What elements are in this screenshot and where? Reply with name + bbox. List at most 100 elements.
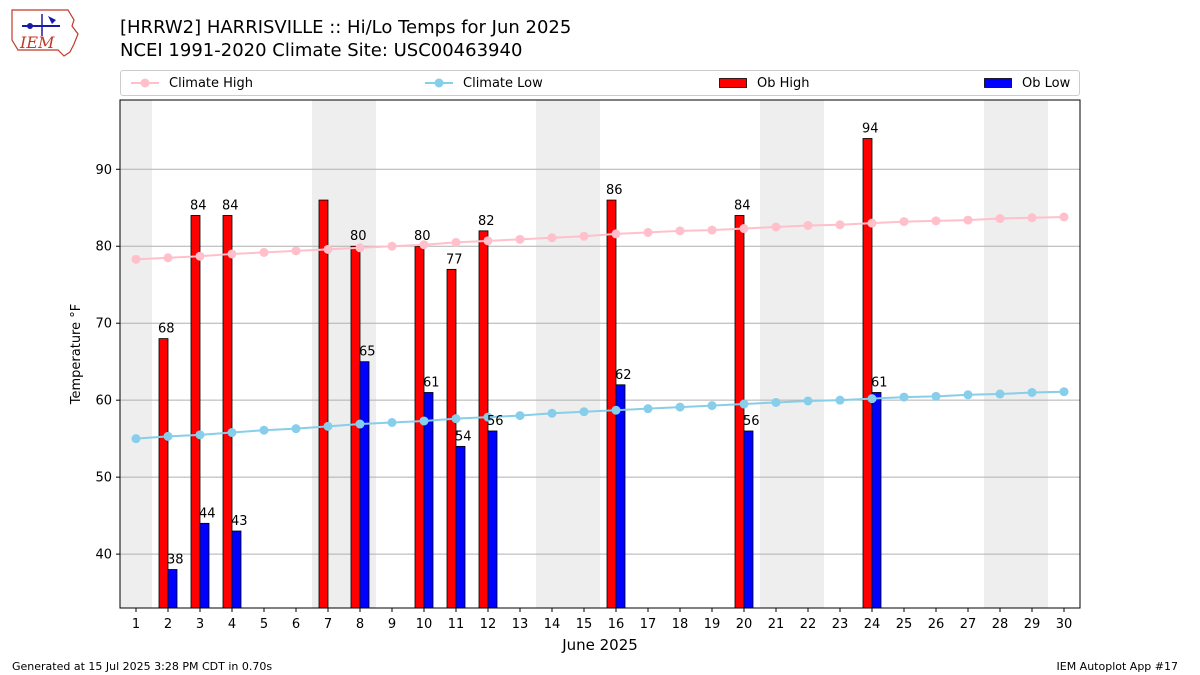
ob-high-data-label: 82 (478, 214, 495, 229)
climate-low-point (579, 407, 589, 417)
weekend-shade (760, 100, 824, 608)
x-tick-label: 4 (228, 617, 236, 632)
climate-low-point (1059, 387, 1069, 397)
y-tick-label: 80 (95, 240, 112, 255)
climate-high-point (995, 214, 1005, 224)
climate-high-point (515, 234, 525, 244)
climate-low-point (611, 405, 621, 415)
ob-low-data-label: 56 (743, 414, 760, 429)
ob-low-data-label: 61 (871, 375, 888, 390)
legend-item-climate-low: Climate Low (425, 71, 543, 95)
climate-low-point (963, 390, 973, 400)
climate-high-point (387, 241, 397, 251)
x-tick-label: 8 (356, 617, 364, 632)
x-tick-label: 21 (768, 617, 785, 632)
weekend-shade (536, 100, 600, 608)
climate-low-point (259, 425, 269, 435)
ob-high-bar (222, 215, 233, 609)
climate-high-point (707, 225, 717, 235)
climate-high-point (419, 240, 429, 250)
x-tick-label: 9 (388, 617, 396, 632)
ob-high-bar (606, 199, 617, 609)
x-tick-label: 16 (608, 617, 625, 632)
x-tick-label: 10 (416, 617, 433, 632)
x-tick-label: 3 (196, 617, 204, 632)
climate-low-point (995, 389, 1005, 399)
ob-high-bar (158, 338, 169, 609)
weekend-shade (120, 100, 152, 608)
x-tick-label: 12 (480, 617, 497, 632)
ob-low-bar (455, 445, 466, 609)
ob-low-bar (167, 569, 178, 609)
x-tick-label: 24 (864, 617, 881, 632)
climate-high-point (835, 220, 845, 230)
climate-low-point (643, 404, 653, 414)
ob-high-data-label: 80 (414, 229, 431, 244)
climate-high-point (867, 218, 877, 228)
ob-low-data-label: 62 (615, 368, 632, 383)
x-tick-label: 5 (260, 617, 268, 632)
ob-low-data-label: 54 (455, 429, 472, 444)
climate-low-point (227, 428, 237, 438)
climate-low-point (323, 421, 333, 431)
ob-low-data-label: 44 (199, 506, 216, 521)
climate-low-point (163, 431, 173, 441)
ob-high-data-label: 86 (606, 183, 623, 198)
ob-low-data-label: 56 (487, 414, 504, 429)
ob-low-data-label: 65 (359, 345, 376, 360)
climate-low-point (355, 419, 365, 429)
climate-low-point (675, 402, 685, 412)
climate-high-line (135, 215, 1065, 261)
climate-high-point (963, 215, 973, 225)
y-axis-label: Temperature °F (69, 304, 84, 405)
x-tick-label: 19 (704, 617, 721, 632)
climate-high-point (355, 243, 365, 253)
climate-low-line (135, 390, 1065, 440)
climate-high-point (771, 222, 781, 232)
legend-label-ob-high: Ob High (757, 75, 810, 91)
climate-high-point (931, 216, 941, 226)
ob-high-bar (414, 245, 425, 609)
climate-low-point (515, 411, 525, 421)
ob-high-data-label: 80 (350, 229, 367, 244)
climate-high-point (1027, 213, 1037, 223)
climate-high-point (163, 253, 173, 263)
x-axis-label: June 2025 (561, 636, 638, 654)
climate-low-point (1027, 387, 1037, 397)
x-tick-label: 26 (928, 617, 945, 632)
ob-high-data-label: 68 (158, 322, 175, 337)
ob-high-bar (734, 215, 745, 609)
legend-label-ob-low: Ob Low (1022, 75, 1071, 91)
climate-low-point (771, 397, 781, 407)
climate-low-point (803, 396, 813, 406)
x-tick-label: 25 (896, 617, 913, 632)
x-tick-label: 20 (736, 617, 753, 632)
iem-logo: IEM (8, 6, 80, 58)
x-tick-label: 2 (164, 617, 172, 632)
climate-low-point (131, 434, 141, 444)
weekend-shade (984, 100, 1048, 608)
climate-high-point (291, 246, 301, 256)
x-tick-label: 15 (576, 617, 593, 632)
ob-high-data-label: 94 (862, 121, 879, 136)
climate-high-point (803, 220, 813, 230)
ob-high-bar (190, 215, 201, 609)
ob-high-data-label: 84 (190, 198, 207, 213)
climate-low-point (387, 418, 397, 428)
legend-item-ob-high: Ob High (719, 71, 810, 95)
climate-low-point (867, 394, 877, 404)
climate-high-point (483, 236, 493, 246)
legend-label-climate-high: Climate High (169, 75, 254, 91)
x-tick-label: 6 (292, 617, 300, 632)
x-tick-label: 18 (672, 617, 689, 632)
chart-title: [HRRW2] HARRISVILLE :: Hi/Lo Temps for J… (120, 17, 572, 38)
climate-high-point (195, 251, 205, 261)
legend-label-climate-low: Climate Low (463, 75, 543, 91)
plot-frame (119, 99, 1081, 609)
ob-low-data-label: 43 (231, 514, 248, 529)
y-tick-label: 50 (95, 471, 112, 486)
ob-high-bar (318, 199, 329, 609)
y-tick-label: 40 (95, 548, 112, 563)
climate-low-point (195, 430, 205, 440)
ob-low-data-label: 61 (423, 375, 440, 390)
